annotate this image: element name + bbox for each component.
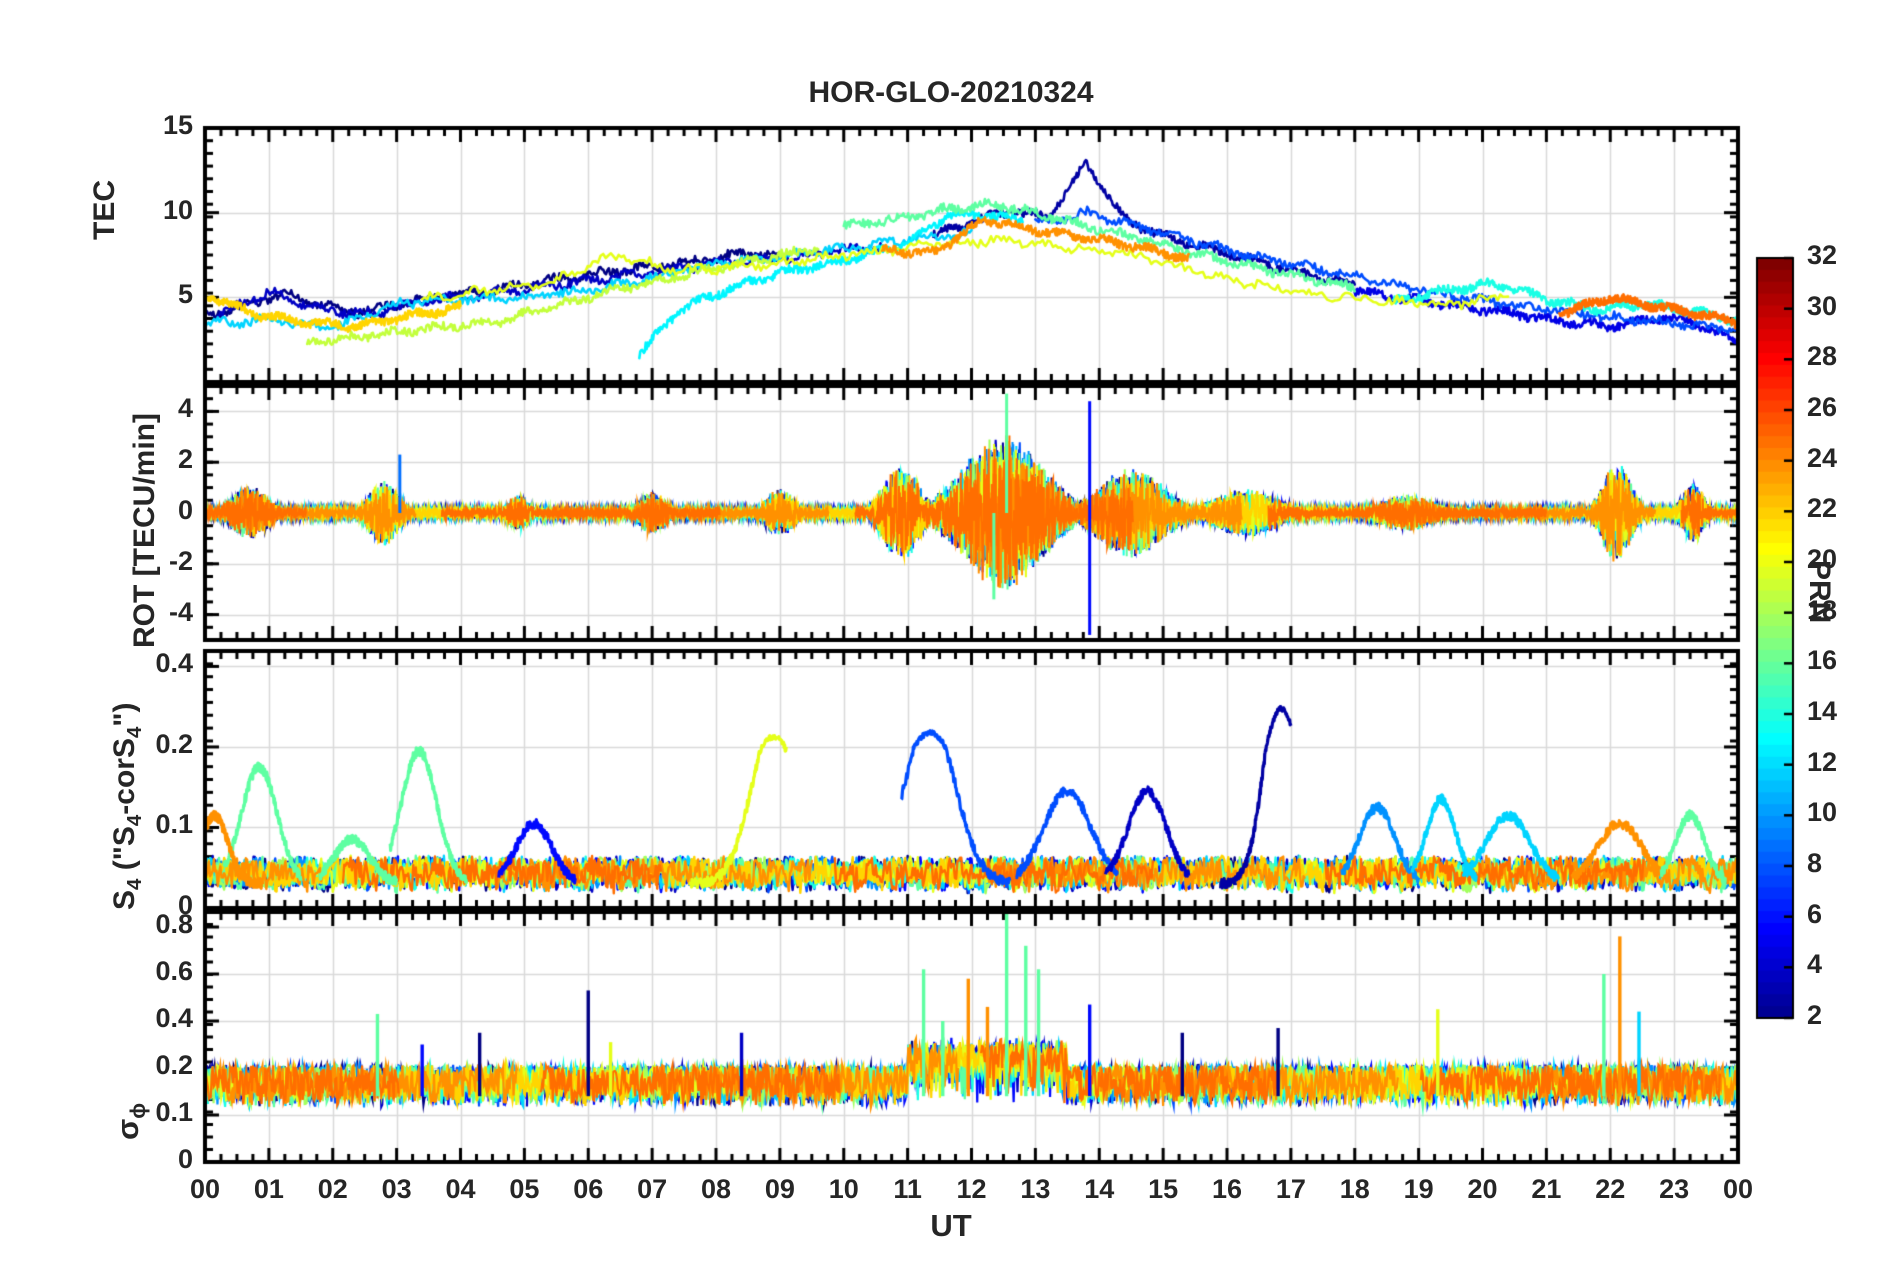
x-axis-title: UT (930, 1208, 972, 1243)
cbtick-12: 26 (1807, 392, 1838, 422)
xtick-5: 05 (509, 1174, 540, 1204)
cbtick-1: 4 (1807, 949, 1823, 980)
cbtick-13: 28 (1807, 341, 1838, 372)
cbtick-6: 14 (1807, 696, 1838, 726)
cbtick-5: 12 (1807, 746, 1838, 777)
xtick-1: 01 (253, 1174, 284, 1204)
xtick-22: 22 (1595, 1174, 1626, 1204)
cbtick-3: 8 (1807, 848, 1823, 878)
xtick-6: 06 (573, 1174, 604, 1204)
cbtick-11: 24 (1807, 442, 1838, 473)
xtick-4: 04 (445, 1174, 476, 1204)
xtick-13: 13 (1020, 1174, 1051, 1204)
xtick-16: 16 (1211, 1174, 1243, 1204)
xtick-14: 14 (1084, 1174, 1115, 1204)
ytick-rot-1: -2 (168, 545, 193, 576)
ytick-s4-2: 0.2 (155, 728, 193, 759)
ytick-sigma_phi-0: 0 (177, 1144, 193, 1174)
ytick-s4-1: 0.1 (155, 809, 193, 840)
ytick-sigma_phi-4: 0.6 (155, 956, 193, 986)
ytick-s4-0: 0 (177, 890, 193, 920)
ytick-sigma_phi-3: 0.4 (155, 1003, 193, 1033)
xtick-20: 20 (1467, 1174, 1498, 1204)
ytick-rot-3: 2 (177, 444, 193, 475)
cbtick-2: 6 (1807, 898, 1823, 929)
cbtick-15: 32 (1807, 240, 1838, 270)
xtick-23: 23 (1659, 1174, 1690, 1204)
cbtick-14: 30 (1807, 290, 1838, 321)
xtick-11: 11 (893, 1174, 922, 1204)
xtick-9: 09 (764, 1174, 795, 1204)
ytick-s4-3: 0.4 (155, 648, 193, 679)
xtick-10: 10 (828, 1174, 859, 1204)
ytick-sigma_phi-1: 0.1 (155, 1097, 193, 1127)
ytick-tec-1: 10 (162, 194, 193, 225)
xtick-0: 00 (189, 1174, 221, 1204)
xtick-19: 19 (1403, 1174, 1434, 1204)
cbtick-7: 16 (1807, 645, 1838, 676)
ytick-sigma_phi-5: 0.8 (155, 909, 193, 939)
ytick-tec-2: 15 (162, 110, 193, 140)
cbtick-10: 22 (1807, 493, 1838, 524)
xtick-8: 08 (700, 1174, 732, 1204)
ytick-rot-2: 0 (177, 495, 193, 525)
ytick-tec-0: 5 (177, 279, 193, 310)
cbtick-8: 18 (1807, 594, 1838, 625)
ytick-rot-4: 4 (177, 393, 193, 424)
xtick-7: 07 (637, 1174, 668, 1204)
cbtick-4: 10 (1807, 797, 1838, 828)
xtick-12: 12 (956, 1174, 987, 1204)
xtick-3: 03 (381, 1174, 412, 1204)
cbtick-0: 2 (1807, 1000, 1823, 1030)
xtick-18: 18 (1339, 1174, 1370, 1204)
ytick-rot-0: -4 (168, 596, 193, 627)
cbtick-9: 20 (1807, 544, 1838, 574)
xtick-15: 15 (1148, 1174, 1179, 1204)
xtick-21: 21 (1531, 1174, 1562, 1204)
xtick-2: 02 (317, 1174, 348, 1204)
ytick-sigma_phi-2: 0.2 (155, 1050, 193, 1080)
xtick-17: 17 (1275, 1174, 1306, 1204)
xtick-24: 00 (1722, 1174, 1754, 1204)
figure-title: HOR-GLO-20210324 (808, 76, 1094, 109)
